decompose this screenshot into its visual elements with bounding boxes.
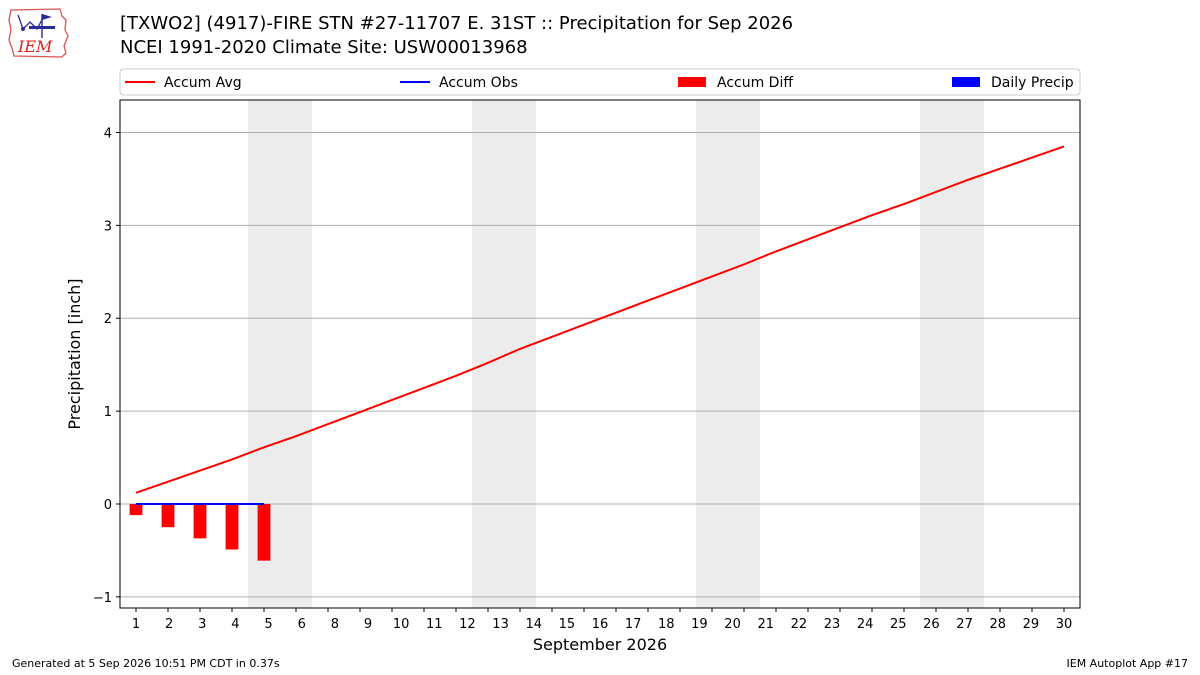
x-tick-label-13: 13 <box>492 617 509 632</box>
accum-diff-bar-1 <box>129 503 143 516</box>
app-credit: IEM Autoplot App #17 <box>1066 657 1189 670</box>
x-tick-label-27: 27 <box>956 617 973 632</box>
weekend-band-2 <box>696 100 760 608</box>
x-tick-label-23: 23 <box>824 617 841 632</box>
weekend-band-1 <box>472 100 536 608</box>
plot-frame <box>119 99 1081 609</box>
legend-label-1: Accum Obs <box>439 75 518 91</box>
chart-title: [TXWO2] (4917)-FIRE STN #27-11707 E. 31S… <box>120 13 794 34</box>
x-tick-label-17: 17 <box>625 617 642 632</box>
accum-diff-bar-4 <box>225 503 239 550</box>
y-tick-label-2: 1 <box>104 405 112 420</box>
chart-subtitle: NCEI 1991-2020 Climate Site: USW00013968 <box>120 37 528 58</box>
x-tick-label-5: 5 <box>264 617 272 632</box>
y-tick-label-5: 4 <box>104 127 112 142</box>
legend-box <box>119 68 1081 96</box>
y-tick-label-1: 0 <box>104 498 112 513</box>
x-tick-label-15: 15 <box>559 617 576 632</box>
x-tick-label-18: 18 <box>658 617 675 632</box>
accum-diff-bar-2 <box>161 503 175 528</box>
accum-avg-line <box>135 145 1065 494</box>
logo-text: IEM <box>17 37 53 56</box>
x-tick-label-21: 21 <box>757 617 774 632</box>
x-axis-label: September 2026 <box>533 635 667 654</box>
x-tick-label-25: 25 <box>890 617 907 632</box>
generated-timestamp: Generated at 5 Sep 2026 10:51 PM CDT in … <box>12 657 280 670</box>
x-tick-label-10: 10 <box>393 617 410 632</box>
x-tick-label-20: 20 <box>724 617 741 632</box>
y-tick-label-0: −1 <box>93 591 112 606</box>
x-tick-label-19: 19 <box>691 617 708 632</box>
legend-swatch-3 <box>952 77 980 87</box>
x-tick-label-11: 11 <box>426 617 443 632</box>
legend-label-3: Daily Precip <box>991 75 1074 91</box>
x-tick-label-8: 8 <box>331 617 339 632</box>
accum-diff-bar-5 <box>257 503 271 561</box>
x-tick-label-29: 29 <box>1023 617 1040 632</box>
accum-diff-bar-3 <box>193 503 207 539</box>
x-tick-label-22: 22 <box>791 617 808 632</box>
weekend-band-3 <box>920 100 984 608</box>
x-tick-label-2: 2 <box>165 617 173 632</box>
iem-logo: IEM <box>8 6 70 58</box>
x-tick-label-28: 28 <box>989 617 1006 632</box>
x-tick-label-16: 16 <box>592 617 609 632</box>
x-tick-label-14: 14 <box>525 617 542 632</box>
y-axis-label: Precipitation [inch] <box>65 278 84 429</box>
y-tick-label-3: 2 <box>104 312 112 327</box>
x-tick-label-4: 4 <box>231 617 239 632</box>
x-tick-label-3: 3 <box>198 617 206 632</box>
x-tick-label-6: 6 <box>298 617 306 632</box>
x-tick-label-12: 12 <box>459 617 476 632</box>
legend-label-2: Accum Diff <box>717 75 793 91</box>
x-tick-label-26: 26 <box>923 617 940 632</box>
x-tick-label-9: 9 <box>364 617 372 632</box>
y-tick-label-4: 3 <box>104 219 112 234</box>
x-tick-label-24: 24 <box>857 617 874 632</box>
x-tick-label-1: 1 <box>132 617 140 632</box>
legend-label-0: Accum Avg <box>164 75 242 91</box>
x-tick-label-30: 30 <box>1056 617 1073 632</box>
legend-swatch-2 <box>678 77 706 87</box>
